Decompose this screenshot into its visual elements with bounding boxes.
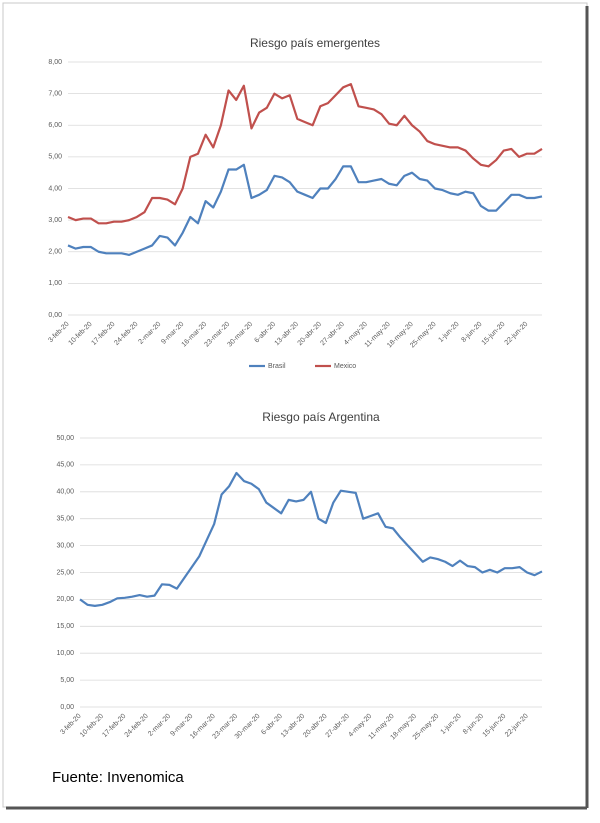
- series-line: [67, 83, 543, 225]
- y-tick-label: 25,00: [56, 569, 74, 576]
- legend-label: Brasil: [268, 363, 286, 370]
- y-tick-label: 10,00: [56, 650, 74, 657]
- legend-label: Mexico: [334, 363, 356, 370]
- y-tick-label: 15,00: [56, 623, 74, 630]
- series-line: [67, 163, 543, 257]
- y-tick-label: 2,00: [48, 249, 62, 256]
- source-note: Fuente: Invenomica: [52, 769, 184, 786]
- y-tick-label: 5,00: [60, 677, 74, 684]
- chart-title: Riesgo país emergentes: [250, 36, 380, 50]
- y-tick-label: 20,00: [56, 596, 74, 603]
- y-tick-label: 0,00: [48, 312, 62, 319]
- y-tick-label: 1,00: [48, 280, 62, 287]
- y-tick-label: 50,00: [56, 435, 74, 442]
- y-tick-label: 3,00: [48, 217, 62, 224]
- y-tick-label: 8,00: [48, 59, 62, 66]
- y-tick-label: 6,00: [48, 122, 62, 129]
- y-tick-label: 45,00: [56, 462, 74, 469]
- y-tick-label: 0,00: [60, 704, 74, 711]
- y-tick-label: 40,00: [56, 489, 74, 496]
- series-line: [79, 471, 543, 607]
- chart-title: Riesgo país Argentina: [262, 410, 380, 424]
- y-tick-label: 7,00: [48, 90, 62, 97]
- y-tick-label: 5,00: [48, 154, 62, 161]
- y-tick-label: 30,00: [56, 542, 74, 549]
- y-tick-label: 35,00: [56, 516, 74, 523]
- page-frame: [2, 2, 588, 808]
- y-tick-label: 4,00: [48, 185, 62, 192]
